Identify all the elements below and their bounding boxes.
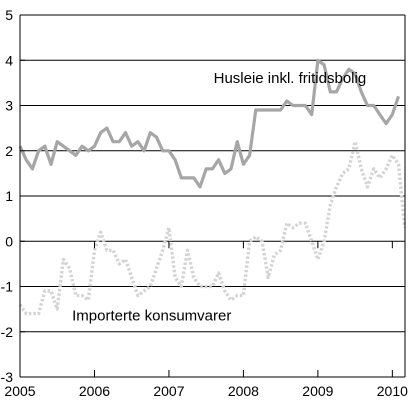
x-tick-label: 2009 — [302, 383, 333, 399]
axes — [19, 14, 406, 378]
tick-labels: -3 -2 -1 0 1 2 3 4 5 2005 2006 2007 2008 2009 2010 — [1, 7, 409, 399]
series-line-rent — [18, 58, 401, 189]
y-tick-label: 1 — [5, 188, 13, 204]
y-tick-label: 0 — [5, 233, 13, 249]
y-tick-label: 4 — [5, 52, 13, 68]
x-tick-label: 2010 — [377, 383, 408, 399]
series-annotation-imported: Importerte konsumvarer — [72, 307, 231, 324]
x-tick-label: 2008 — [228, 383, 259, 399]
y-tick-label: 2 — [5, 143, 13, 159]
y-tick-label: -2 — [1, 324, 14, 340]
x-tick-label: 2006 — [79, 383, 110, 399]
x-tick-label: 2007 — [153, 383, 184, 399]
series-layer — [18, 58, 407, 316]
annotations: Husleie inkl. fritidsbolig Importerte kon… — [72, 70, 366, 325]
y-tick-label: 5 — [5, 7, 13, 23]
y-tick-label: -1 — [1, 279, 14, 295]
gridlines — [20, 14, 405, 333]
x-tick-label: 2005 — [4, 383, 35, 399]
y-tick-label: 3 — [5, 98, 13, 114]
y-tick-label: -3 — [1, 369, 14, 385]
series-annotation-rent: Husleie inkl. fritidsbolig — [214, 70, 367, 87]
